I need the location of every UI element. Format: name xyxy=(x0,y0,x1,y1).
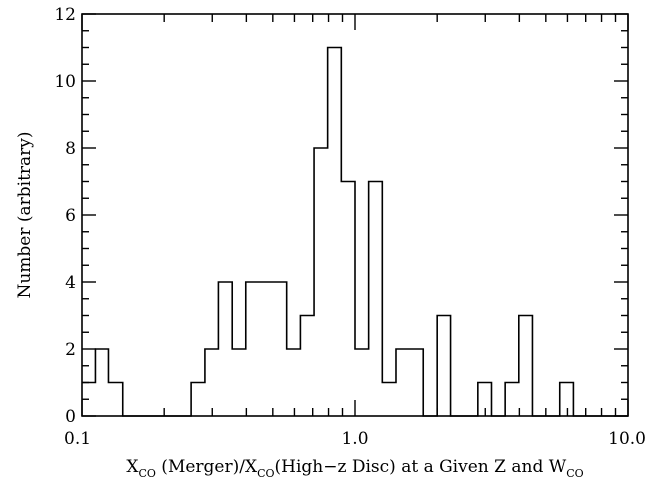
y-tick-label: 6 xyxy=(65,206,76,226)
x-axis-label: XCO​ (Merger)/XCO​(High−z Disc) at a Giv… xyxy=(126,457,583,480)
y-tick-label: 10 xyxy=(54,72,76,92)
y-tick-label: 4 xyxy=(65,273,76,293)
histogram-step-line xyxy=(82,46,628,417)
x-label-text: (Merger)/X xyxy=(156,457,258,477)
y-tick-label: 12 xyxy=(54,5,76,25)
plot-frame xyxy=(81,13,629,417)
x-label-subscript: CO xyxy=(257,467,274,480)
y-tick-label: 8 xyxy=(65,139,76,159)
y-tick-label: 2 xyxy=(65,340,76,360)
x-label-text: (High−z Disc) at a Given Z and W xyxy=(275,457,567,477)
x-label-subscript: CO xyxy=(138,467,155,480)
tick-labels: 0.1 1.0 10.0 0 2 4 6 8 10 12 xyxy=(54,5,646,449)
x-label-text: X xyxy=(126,457,139,477)
x-tick-label: 10.0 xyxy=(608,429,646,449)
x-label-subscript: CO xyxy=(566,467,583,480)
y-tick-label: 0 xyxy=(65,407,76,427)
x-tick-label: 1.0 xyxy=(341,429,368,449)
x-tick-label: 0.1 xyxy=(64,429,91,449)
y-axis-label: Number (arbitrary) xyxy=(15,131,35,298)
